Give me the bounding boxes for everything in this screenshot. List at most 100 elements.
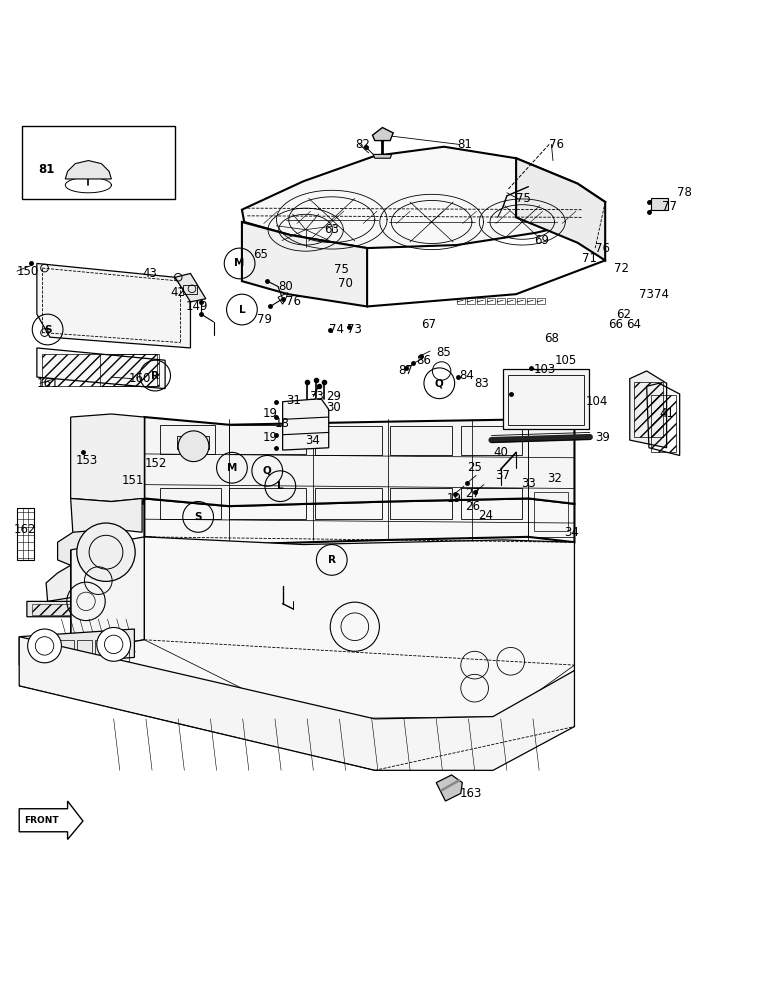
Text: 64: 64 — [626, 318, 641, 331]
Bar — [477, 298, 485, 304]
Polygon shape — [144, 417, 574, 506]
Text: 105: 105 — [554, 354, 577, 367]
Bar — [390, 488, 452, 519]
Text: 68: 68 — [544, 332, 558, 345]
Text: 87: 87 — [398, 364, 412, 377]
Bar — [461, 488, 522, 519]
Text: 160: 160 — [129, 372, 151, 385]
Polygon shape — [71, 537, 144, 652]
Bar — [106, 459, 166, 491]
Bar — [114, 640, 129, 661]
Text: 161: 161 — [37, 377, 59, 390]
Text: 75: 75 — [334, 263, 349, 276]
Text: FRONT: FRONT — [25, 816, 59, 825]
Text: 32: 32 — [547, 472, 561, 485]
Polygon shape — [242, 222, 367, 306]
Bar — [534, 492, 568, 531]
Polygon shape — [372, 128, 393, 141]
Text: R: R — [151, 371, 159, 381]
Text: 72: 72 — [614, 262, 630, 275]
Bar — [487, 298, 495, 304]
Circle shape — [178, 431, 209, 462]
Bar — [390, 426, 452, 455]
Bar — [467, 298, 475, 304]
Polygon shape — [65, 161, 111, 179]
Circle shape — [97, 627, 131, 661]
Bar — [106, 459, 166, 491]
Polygon shape — [104, 454, 167, 494]
Text: 66: 66 — [608, 318, 624, 331]
Polygon shape — [373, 154, 392, 158]
Text: 80: 80 — [278, 280, 293, 293]
Bar — [101, 475, 159, 504]
Text: 76: 76 — [549, 138, 564, 151]
Text: L: L — [239, 305, 245, 315]
Bar — [95, 640, 111, 661]
Bar — [497, 298, 505, 304]
Text: 30: 30 — [326, 401, 341, 414]
Bar — [17, 508, 34, 560]
Text: S: S — [44, 325, 51, 335]
Bar — [183, 285, 197, 294]
Text: 83: 83 — [475, 377, 489, 390]
Text: 79: 79 — [257, 313, 273, 326]
Text: 76: 76 — [286, 295, 301, 308]
Text: Q: Q — [263, 466, 272, 476]
Bar — [634, 382, 663, 437]
Text: Q: Q — [435, 378, 444, 388]
Polygon shape — [58, 529, 127, 565]
Polygon shape — [19, 637, 574, 770]
Polygon shape — [37, 263, 190, 348]
Text: 103: 103 — [534, 363, 556, 376]
Polygon shape — [98, 471, 161, 508]
Bar — [503, 369, 589, 429]
Text: 86: 86 — [416, 354, 431, 367]
Text: M: M — [234, 258, 245, 268]
Bar — [315, 488, 382, 519]
Text: 78: 78 — [677, 186, 692, 199]
Text: 82: 82 — [355, 138, 369, 151]
Bar — [229, 488, 306, 519]
Bar — [527, 298, 535, 304]
Text: 25: 25 — [467, 461, 482, 474]
Bar — [651, 395, 676, 452]
Text: 74: 74 — [329, 323, 344, 336]
Text: 163: 163 — [459, 787, 482, 800]
Text: 81: 81 — [38, 163, 55, 176]
Text: 63: 63 — [324, 223, 339, 236]
Text: R: R — [328, 555, 336, 565]
Text: S: S — [194, 512, 202, 522]
Text: 150: 150 — [17, 265, 39, 278]
Text: 152: 152 — [144, 457, 167, 470]
Text: 153: 153 — [75, 454, 98, 467]
Polygon shape — [19, 801, 83, 839]
Text: 31: 31 — [286, 394, 300, 407]
Polygon shape — [71, 537, 574, 727]
Text: 41: 41 — [659, 407, 674, 420]
Text: 24: 24 — [478, 509, 493, 522]
Text: 34: 34 — [564, 526, 579, 539]
Text: 65: 65 — [253, 248, 268, 261]
Bar — [457, 298, 465, 304]
Bar — [160, 425, 215, 454]
Bar — [101, 475, 159, 504]
Polygon shape — [46, 565, 129, 601]
Text: 73: 73 — [639, 288, 654, 301]
Polygon shape — [242, 147, 605, 248]
Text: 39: 39 — [595, 431, 610, 444]
Text: 77: 77 — [662, 200, 677, 213]
Bar — [22, 126, 175, 199]
Text: 27: 27 — [465, 487, 480, 500]
Text: 18: 18 — [275, 417, 290, 430]
Polygon shape — [630, 371, 667, 448]
Text: 151: 151 — [121, 474, 144, 487]
Bar — [315, 426, 382, 455]
Bar — [517, 298, 525, 304]
Text: 67: 67 — [421, 318, 436, 331]
Text: 104: 104 — [585, 395, 607, 408]
Text: 34: 34 — [306, 434, 320, 447]
Text: 84: 84 — [459, 369, 474, 382]
Text: 85: 85 — [436, 346, 451, 359]
Circle shape — [28, 629, 61, 663]
Circle shape — [77, 523, 135, 581]
